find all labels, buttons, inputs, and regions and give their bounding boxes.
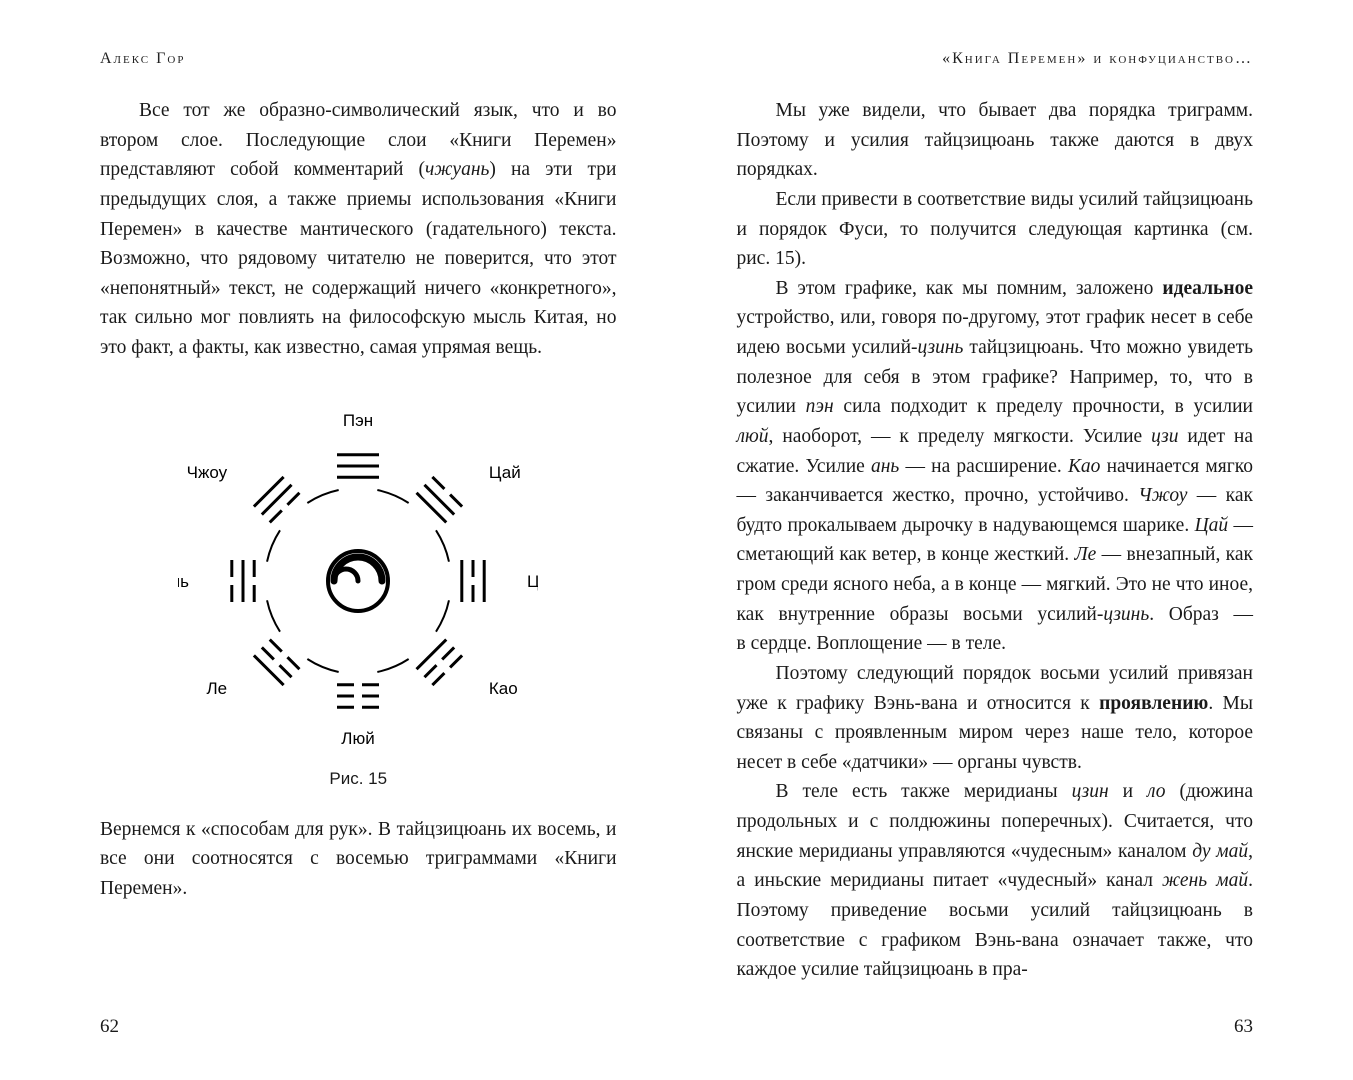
text: сила подходит к пределу прочности, в уси… <box>834 396 1253 417</box>
page-number-left: 62 <box>100 1016 119 1038</box>
italic: пэн <box>806 396 834 417</box>
svg-text:Пэн: Пэн <box>343 411 373 430</box>
italic: Као <box>1068 456 1100 477</box>
running-head-right: «Книга Перемен» и конфуцианство… <box>737 50 1254 68</box>
bagua-diagram: Пэн Цай Цзи Као Люй Ле Ань Чжоу <box>178 391 538 751</box>
italic: жень май <box>1162 870 1248 891</box>
figure-15: Пэн Цай Цзи Као Люй Ле Ань Чжоу Рис. 15 <box>100 391 617 789</box>
running-head-left: Алекс Гор <box>100 50 617 68</box>
body-left: Все тот же образно-символический язык, ч… <box>100 96 617 363</box>
page-number-right: 63 <box>1234 1016 1253 1038</box>
italic: Цай <box>1195 515 1229 536</box>
italic: ань <box>871 456 899 477</box>
text: и <box>1109 781 1147 802</box>
svg-text:Цай: Цай <box>489 463 521 482</box>
right-paragraph-4: Поэтому следующий порядок восьми усилий … <box>737 659 1254 778</box>
italic: Ле <box>1074 544 1096 565</box>
svg-text:Ань: Ань <box>178 572 189 591</box>
right-paragraph-3: В этом графике, как мы помним, заложено … <box>737 274 1254 659</box>
left-paragraph-1: Все тот же образно-символический язык, ч… <box>100 96 617 363</box>
right-paragraph-1: Мы уже видели, что бывает два порядка тр… <box>737 96 1254 185</box>
italic: цзинь <box>1103 604 1149 625</box>
svg-text:Ле: Ле <box>207 678 228 697</box>
body-left-2: Вернемся к «способам для рук». В тайцзиц… <box>100 815 617 904</box>
italic: цзи <box>1151 426 1178 447</box>
body-right: Мы уже видели, что бывает два порядка тр… <box>737 96 1254 985</box>
text: ) на эти три предыдущих слоя, а также пр… <box>100 159 617 358</box>
text: В теле есть также меридианы <box>776 781 1072 802</box>
italic-chzhuan: чжуань <box>425 159 489 180</box>
figure-caption: Рис. 15 <box>100 769 617 789</box>
right-paragraph-2: Если привести в соответствие виды усилий… <box>737 185 1254 274</box>
svg-text:Чжоу: Чжоу <box>187 463 228 482</box>
page-right: «Книга Перемен» и конфуцианство… Мы уже … <box>677 0 1353 1080</box>
left-paragraph-2: Вернемся к «способам для рук». В тайцзиц… <box>100 815 617 904</box>
italic: Чжоу <box>1138 485 1187 506</box>
italic: ло <box>1147 781 1166 802</box>
italic: цзин <box>1072 781 1109 802</box>
page-left: Алекс Гор Все тот же образно-символическ… <box>0 0 677 1080</box>
book-spread: Алекс Гор Все тот же образно-символическ… <box>0 0 1353 1080</box>
svg-text:Као: Као <box>489 678 518 697</box>
text: — на расширение. <box>899 456 1068 477</box>
text: В этом графике, как мы помним, заложено <box>776 278 1163 299</box>
svg-text:Цзи: Цзи <box>527 572 538 591</box>
bold-ideal: идеальное <box>1162 278 1253 299</box>
bold-proyav: проявлению <box>1099 693 1208 714</box>
italic: люй <box>737 426 769 447</box>
right-paragraph-5: В теле есть также меридианы цзин и ло (д… <box>737 777 1254 984</box>
italic: цзинь <box>918 337 964 358</box>
text: , наоборот, — к пределу мягкости. Усилие <box>769 426 1152 447</box>
svg-text:Люй: Люй <box>342 729 375 748</box>
italic: ду май <box>1192 841 1248 862</box>
